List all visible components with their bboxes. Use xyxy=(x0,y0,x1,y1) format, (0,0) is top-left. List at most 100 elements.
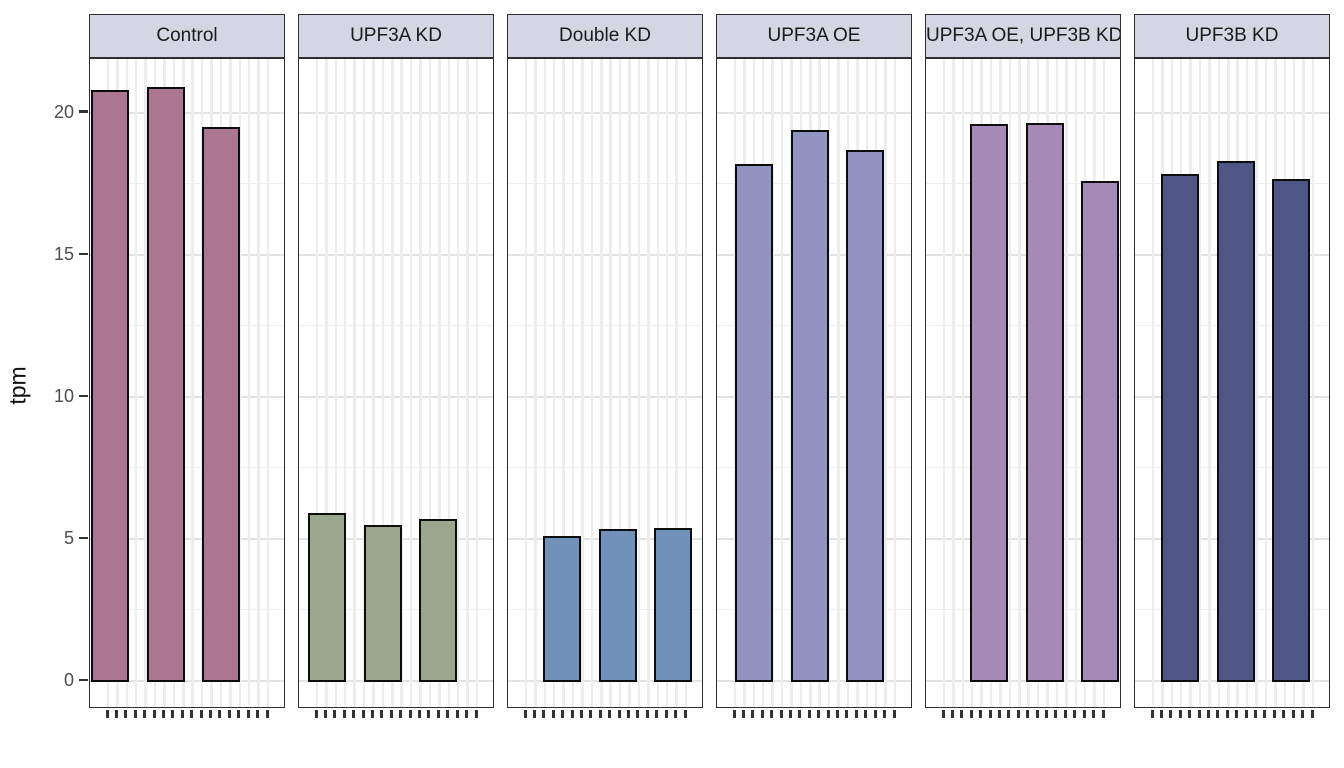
bar xyxy=(846,149,884,682)
bar xyxy=(654,527,692,682)
x-axis-tick xyxy=(1063,710,1067,718)
x-axis-tick xyxy=(1188,710,1192,718)
gridline-v xyxy=(447,59,450,707)
x-axis-tick xyxy=(380,710,384,718)
x-axis-tick xyxy=(1169,710,1173,718)
gridline-h xyxy=(926,395,1120,398)
facet-strip-label: UPF3A OE xyxy=(767,25,861,46)
facet-panel xyxy=(507,58,703,708)
facet-strip: Control xyxy=(89,14,285,58)
x-axis-tick xyxy=(598,710,602,718)
x-axis-tick xyxy=(683,710,687,718)
gridline-h xyxy=(926,466,1120,469)
x-axis-tick xyxy=(361,710,365,718)
x-axis-tick xyxy=(427,710,431,718)
x-axis-tick xyxy=(636,710,640,718)
gridline-v xyxy=(409,59,413,707)
gridline-h xyxy=(90,182,284,185)
x-axis-tick xyxy=(807,710,811,718)
gridline-v xyxy=(456,59,460,707)
x-axis-tick xyxy=(674,710,678,718)
x-axis-tick xyxy=(114,710,118,718)
gridline-h xyxy=(717,111,911,114)
gridline-h xyxy=(299,182,493,185)
gridline-v xyxy=(684,59,688,707)
gridline-h xyxy=(508,466,702,469)
gridline-v xyxy=(524,59,528,707)
gridline-h xyxy=(90,253,284,256)
bar xyxy=(598,528,637,682)
gridline-v xyxy=(1198,59,1202,707)
gridline-v xyxy=(665,59,669,707)
x-axis-tick xyxy=(1159,710,1163,718)
x-axis-tick xyxy=(589,710,593,718)
gridline-h xyxy=(299,324,493,327)
x-axis-tick xyxy=(741,710,745,718)
x-axis-tick xyxy=(436,710,440,718)
facet-strip: Double KD xyxy=(507,14,703,58)
x-axis-tick xyxy=(1206,710,1210,718)
x-axis-tick xyxy=(532,710,536,718)
x-axis-tick xyxy=(1045,710,1049,718)
x-axis-tick xyxy=(474,710,478,718)
gridline-v xyxy=(571,59,575,707)
bar xyxy=(1161,173,1199,682)
x-axis-tick xyxy=(788,710,792,718)
x-axis-tick xyxy=(1197,710,1201,718)
x-axis-tick xyxy=(836,710,840,718)
x-axis-tick xyxy=(446,710,450,718)
x-axis-tick xyxy=(892,710,896,718)
gridline-v xyxy=(647,59,650,707)
facet-strip-label: UPF3A KD xyxy=(350,25,442,46)
gridline-v xyxy=(590,59,594,707)
x-axis-tick xyxy=(465,710,469,718)
gridline-v xyxy=(334,59,338,707)
x-axis-tick xyxy=(352,710,356,718)
gridline-h xyxy=(90,466,284,469)
gridline-v xyxy=(1255,59,1258,707)
x-axis-tick xyxy=(190,710,194,718)
x-axis-tick xyxy=(760,710,764,718)
x-axis-tick xyxy=(1263,710,1267,718)
gridline-h xyxy=(299,253,493,256)
x-axis-tick xyxy=(627,710,631,718)
bar xyxy=(1216,160,1255,682)
x-axis-tick xyxy=(798,710,802,718)
gridline-v xyxy=(952,59,955,707)
gridline-h xyxy=(1135,111,1329,114)
x-axis-tick xyxy=(845,710,849,718)
gridline-h xyxy=(926,608,1120,611)
x-axis-tick xyxy=(655,710,659,718)
gridline-v xyxy=(1018,59,1021,707)
x-axis-tick xyxy=(1054,710,1058,718)
x-axis-tick xyxy=(455,710,459,718)
x-axis-tick xyxy=(246,710,250,718)
gridline-v xyxy=(325,59,328,707)
x-axis-tick xyxy=(399,710,403,718)
gridline-v xyxy=(543,59,547,707)
x-axis-tick xyxy=(770,710,774,718)
gridline-v xyxy=(1264,59,1268,707)
gridline-h xyxy=(508,253,702,256)
gridline-v xyxy=(827,59,831,707)
gridline-h xyxy=(90,111,284,114)
gridline-h xyxy=(508,111,702,114)
y-tick-mark xyxy=(79,678,88,682)
bar xyxy=(91,89,129,682)
x-axis-tick xyxy=(418,710,422,718)
facet-strip: UPF3A OE xyxy=(716,14,912,58)
facet-panel xyxy=(89,58,285,708)
x-axis-tick xyxy=(645,710,649,718)
gridline-v xyxy=(400,59,403,707)
gridline-h xyxy=(926,324,1120,327)
gridline-h xyxy=(508,395,702,398)
bar xyxy=(1081,180,1119,682)
x-axis-tick xyxy=(1225,710,1229,718)
gridline-v xyxy=(353,59,356,707)
x-axis-tick xyxy=(950,710,954,718)
gridline-v xyxy=(134,59,138,707)
x-axis-tick xyxy=(826,710,830,718)
x-axis-tick xyxy=(1073,710,1077,718)
x-axis-tick xyxy=(883,710,887,718)
x-axis-tick xyxy=(1244,710,1248,718)
